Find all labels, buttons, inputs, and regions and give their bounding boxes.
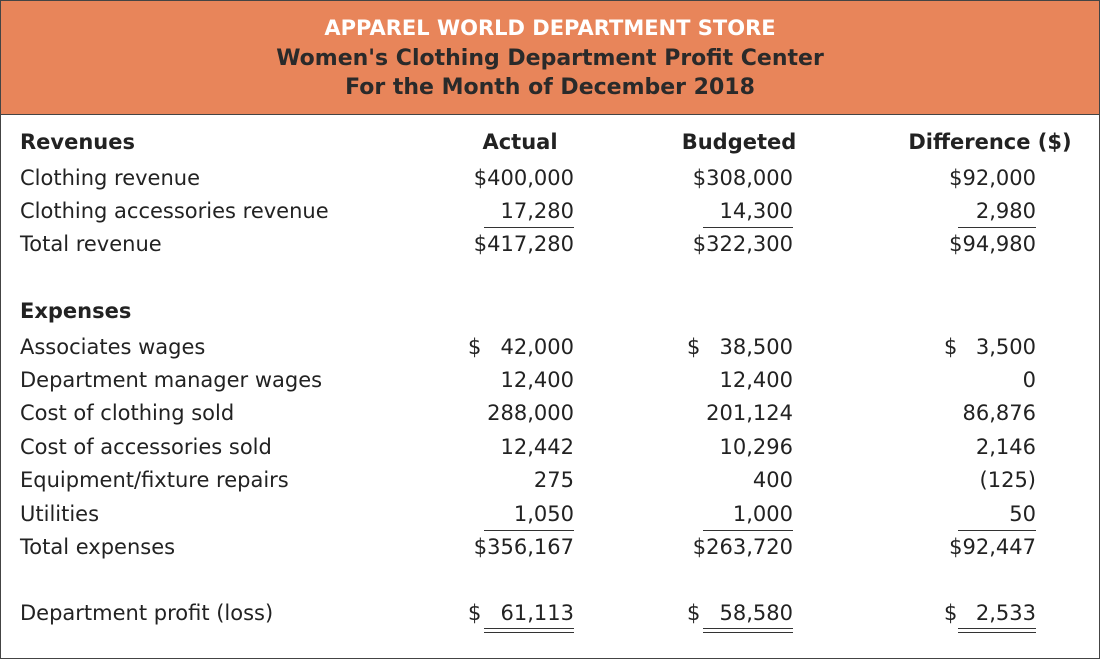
currency-sign: $ [944, 335, 958, 359]
row-label: Cost of clothing sold [20, 401, 235, 425]
amount: 400 [752, 468, 793, 492]
amount: 86,876 [962, 401, 1036, 425]
row-label: Total revenue [20, 232, 162, 256]
amount: 42,000 [500, 335, 574, 359]
amount: 58,580 [719, 601, 793, 625]
amount: 275 [533, 468, 574, 492]
double-underline [484, 632, 574, 633]
amount: 17,280 [500, 199, 574, 223]
amount: $308,000 [692, 166, 793, 190]
double-underline [703, 628, 793, 629]
section-heading: Expenses [20, 299, 132, 323]
amount: 3,500 [975, 335, 1036, 359]
amount: $92,000 [949, 166, 1036, 190]
amount: 2,146 [975, 435, 1036, 459]
amount: $92,447 [949, 535, 1036, 559]
amount: $400,000 [473, 166, 574, 190]
amount: 38,500 [719, 335, 793, 359]
row-label: Clothing accessories revenue [20, 199, 329, 223]
row-label: Utilities [20, 502, 100, 526]
amount: 10,296 [719, 435, 793, 459]
amount: 2,980 [975, 199, 1036, 223]
underline [484, 530, 574, 531]
underline [484, 227, 574, 228]
amount: 1,000 [732, 502, 793, 526]
row-label: Department manager wages [20, 368, 323, 392]
underline [703, 530, 793, 531]
underline [958, 530, 1036, 531]
currency-sign: $ [468, 335, 482, 359]
row-label: Cost of accessories sold [20, 435, 272, 459]
amount: 61,113 [500, 601, 574, 625]
row-label: Total expenses [20, 535, 176, 559]
column-header: Difference ($) [908, 130, 1072, 154]
double-underline [484, 628, 574, 629]
double-underline [703, 632, 793, 633]
amount: 14,300 [719, 199, 793, 223]
header-band: APPAREL WORLD DEPARTMENT STORE Women's C… [1, 1, 1099, 115]
amount: 12,400 [500, 368, 574, 392]
amount: 12,442 [500, 435, 574, 459]
underline [958, 227, 1036, 228]
amount: 288,000 [487, 401, 574, 425]
amount: $417,280 [473, 232, 574, 256]
currency-sign: $ [687, 601, 701, 625]
row-label: Clothing revenue [20, 166, 201, 190]
currency-sign: $ [468, 601, 482, 625]
amount: 50 [1009, 502, 1036, 526]
double-underline [958, 632, 1036, 633]
amount: $322,300 [692, 232, 793, 256]
period: For the Month of December 2018 [345, 75, 755, 100]
underline [703, 227, 793, 228]
amount: 2,533 [975, 601, 1036, 625]
currency-sign: $ [687, 335, 701, 359]
row-label: Equipment/fixture repairs [20, 468, 289, 492]
amount: 0 [1022, 368, 1036, 392]
amount: $94,980 [949, 232, 1036, 256]
title: APPAREL WORLD DEPARTMENT STORE [324, 16, 776, 40]
amount: 12,400 [719, 368, 793, 392]
amount: 201,124 [706, 401, 793, 425]
row-label: Associates wages [20, 335, 206, 359]
currency-sign: $ [944, 601, 958, 625]
amount: $356,167 [473, 535, 574, 559]
column-header: Revenues [20, 130, 135, 154]
row-label: Department profit (loss) [20, 601, 274, 625]
subtitle: Women's Clothing Department Profit Cente… [276, 46, 824, 71]
amount: (125) [979, 468, 1036, 492]
amount: $263,720 [692, 535, 793, 559]
column-header: Actual [482, 130, 558, 154]
amount: 1,050 [513, 502, 574, 526]
column-header: Budgeted [681, 130, 797, 154]
double-underline [958, 628, 1036, 629]
